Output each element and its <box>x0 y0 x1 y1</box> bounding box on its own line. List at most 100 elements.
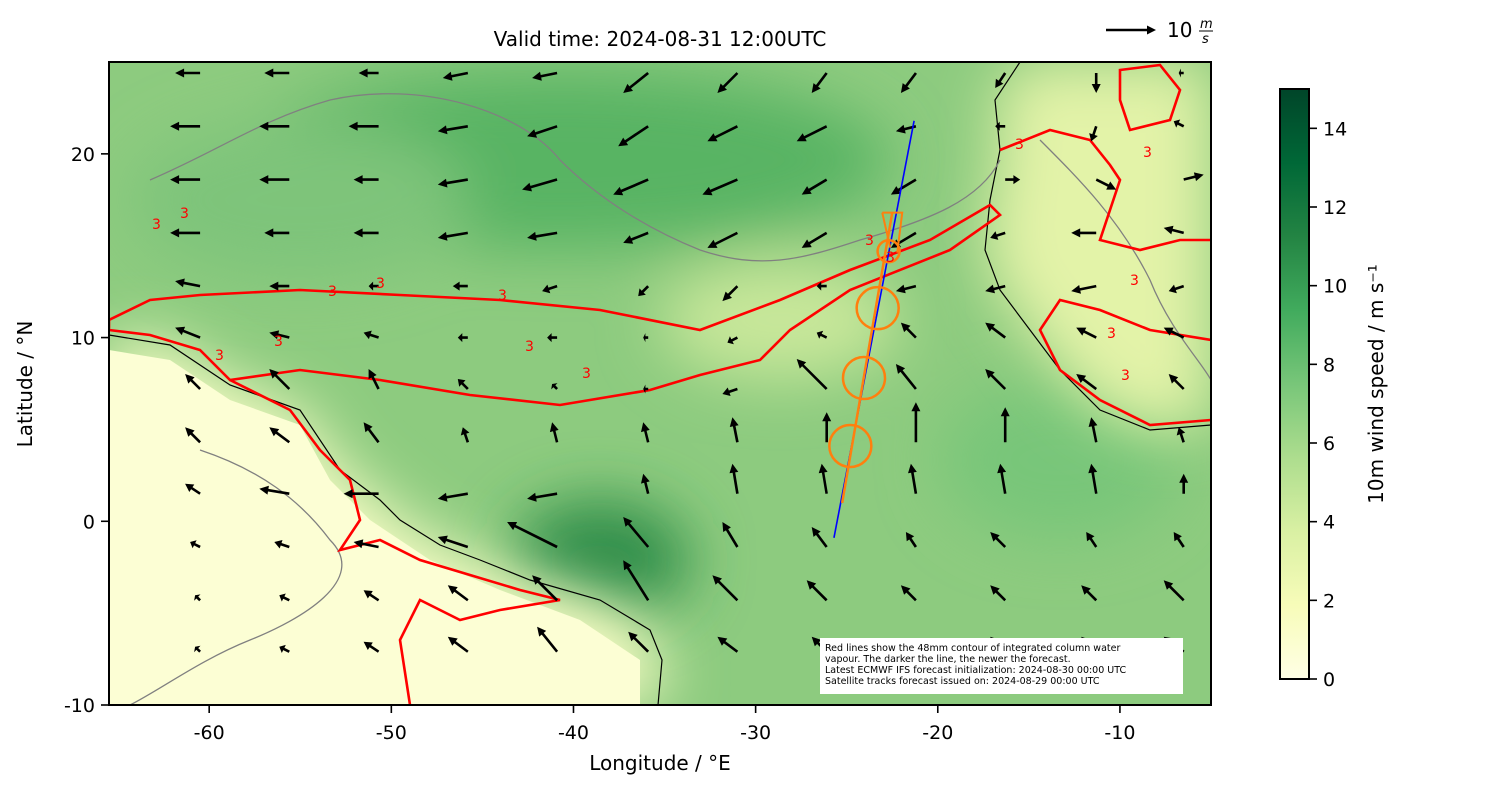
wind-arrow <box>623 72 649 93</box>
note-line: Satellite tracks forecast issued on: 202… <box>825 676 1100 687</box>
wind-arrow <box>185 427 201 444</box>
wind-arrow <box>1005 175 1021 185</box>
wind-arrow <box>623 560 650 601</box>
wind-arrow <box>551 383 558 390</box>
y-tick-label: 0 <box>83 511 95 533</box>
wind-arrow <box>702 178 738 196</box>
wind-arrow <box>895 124 917 134</box>
map-background <box>109 62 1211 705</box>
wind-arrow <box>801 178 828 195</box>
wind-arrow <box>908 463 918 494</box>
x-tick-label: -20 <box>922 722 953 744</box>
wind-arrow <box>452 281 468 291</box>
wind-arrow <box>259 121 290 131</box>
wind-arrow <box>628 631 650 653</box>
reference-arrow <box>1106 25 1156 35</box>
wind-arrow <box>722 285 739 302</box>
wind-arrow <box>353 539 379 549</box>
wind-arrow <box>437 535 469 549</box>
colorbar-tick-label: 12 <box>1323 197 1347 219</box>
wind-arrow <box>722 522 739 548</box>
wind-arrow <box>1183 172 1204 182</box>
colorbar-tick-label: 2 <box>1323 590 1335 612</box>
wind-arrow <box>527 231 558 241</box>
wind-arrow <box>353 175 379 185</box>
y-axis-label: Latitude / °N <box>13 321 37 448</box>
wind-arrow <box>549 422 559 443</box>
wind-arrow <box>900 322 917 339</box>
reference-unit-top: m <box>1200 17 1213 32</box>
wind-arrow <box>623 231 649 244</box>
wind-arrow <box>185 374 201 390</box>
x-tick-label: -40 <box>558 722 589 744</box>
wind-arrow <box>1071 284 1097 294</box>
wind-arrow <box>911 402 921 443</box>
note-line: Latest ECMWF IFS forecast initialization… <box>825 665 1126 676</box>
wind-arrow <box>175 68 201 78</box>
wind-arrows <box>170 68 1204 653</box>
wind-arrow <box>264 68 290 78</box>
wind-arrow <box>343 489 379 499</box>
wind-arrow <box>1086 532 1098 548</box>
wind-arrow <box>269 369 291 390</box>
wind-arrow <box>1179 473 1189 494</box>
wind-arrow <box>363 330 379 340</box>
wind-arrow <box>358 68 379 78</box>
footprint-circle <box>855 285 900 331</box>
contour-label: 3 <box>274 334 283 350</box>
wind-arrow <box>1071 228 1097 238</box>
wind-arrow <box>712 575 739 602</box>
wind-arrow <box>457 333 468 343</box>
legend-note: Red lines show the 48mm contour of integ… <box>820 638 1183 694</box>
contour-label: 3 <box>215 348 224 364</box>
wind-arrow <box>194 645 201 653</box>
wind-arrow <box>527 125 558 138</box>
wind-arrow <box>707 125 738 142</box>
footprint-circle <box>828 423 873 469</box>
wind-arrow <box>1089 125 1098 142</box>
wind-arrow <box>507 522 558 549</box>
wind-arrow <box>1173 119 1185 128</box>
reference-value: 10 <box>1167 18 1192 42</box>
wind-arrow <box>1091 73 1101 93</box>
contour-label: 3 <box>582 366 591 382</box>
wind-arrow <box>641 422 650 443</box>
contour-label: 3 <box>865 233 874 249</box>
wind-arrow <box>175 326 201 339</box>
plot-frame <box>108 61 1212 706</box>
colorbar <box>1279 88 1310 680</box>
wind-arrow <box>641 473 650 494</box>
colorbar-tick-label: 0 <box>1323 669 1335 691</box>
wind-arrow <box>818 463 828 494</box>
x-tick-label: -30 <box>740 722 771 744</box>
wind-arrow <box>368 369 380 390</box>
wind-arrow <box>447 636 469 653</box>
wind-arrow <box>348 121 379 131</box>
wind-arrow <box>985 284 1006 294</box>
wind-arrow <box>279 593 290 602</box>
wind-arrow <box>816 281 827 291</box>
wind-arrow <box>643 384 649 394</box>
wind-arrow <box>717 636 739 653</box>
contour-label: 3 <box>1015 137 1024 153</box>
colorbar-tick-label: 8 <box>1323 354 1335 376</box>
wind-arrow <box>170 175 201 185</box>
x-tick-label: -50 <box>376 722 407 744</box>
wind-arrow <box>1000 407 1010 443</box>
wind-arrow <box>259 175 290 185</box>
y-tick-label: -10 <box>64 695 95 717</box>
x-tick-label: -10 <box>1104 722 1135 744</box>
x-axis-label: Longitude / °E <box>589 751 731 775</box>
wind-arrow <box>801 231 828 248</box>
colorbar-tick-label: 10 <box>1323 276 1347 298</box>
wind-arrow <box>811 72 828 93</box>
wind-arrow <box>729 463 739 494</box>
note-line: vapour. The darker the line, the newer t… <box>825 654 1071 665</box>
wind-arrow <box>437 231 468 241</box>
wind-arrow <box>437 492 468 502</box>
x-tick-label: -60 <box>194 722 225 744</box>
wind-arrow <box>457 379 469 390</box>
wind-arrow <box>613 178 649 196</box>
wind-arrow <box>1076 327 1097 339</box>
